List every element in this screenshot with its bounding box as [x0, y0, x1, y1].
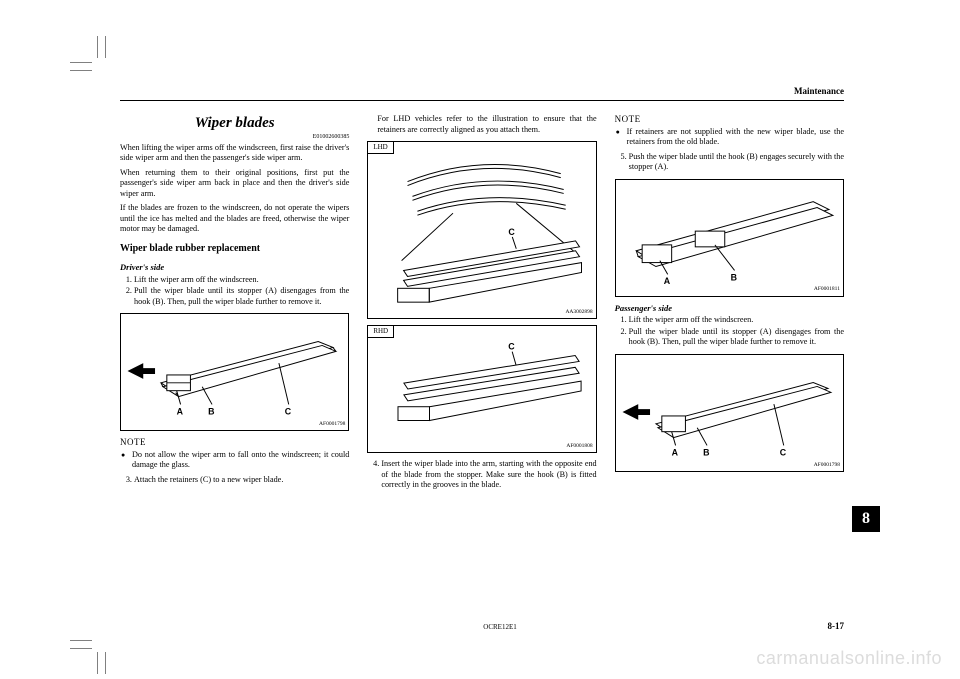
figure-lhd: LHD: [367, 141, 596, 319]
label-c: C: [285, 406, 292, 416]
driver-side-heading: Driver's side: [120, 262, 349, 273]
figure-id: AF0001811: [814, 286, 840, 293]
figure-label: LHD: [367, 141, 393, 154]
watermark: carmanualsonline.info: [756, 648, 942, 669]
text-columns: Wiper blades E01002600385 When lifting t…: [120, 114, 844, 602]
figure-rhd: RHD C AF0001808: [367, 325, 596, 453]
subheading: Wiper blade rubber replacement: [120, 243, 349, 256]
figure-passenger-remove: A B C AF0001798: [615, 354, 844, 472]
note-list: If retainers are not supplied with the n…: [615, 127, 844, 148]
label-c: C: [509, 342, 516, 352]
column-2: For LHD vehicles refer to the illustrati…: [367, 114, 596, 602]
crop-mark: [97, 652, 98, 674]
passenger-steps: Lift the wiper arm off the windscreen. P…: [615, 315, 844, 348]
crop-mark: [70, 640, 92, 641]
para: When lifting the wiper arms off the wind…: [120, 143, 349, 164]
head-rule: [120, 100, 844, 101]
label-a: A: [177, 406, 184, 416]
passenger-side-heading: Passenger's side: [615, 303, 844, 314]
crop-mark: [105, 652, 106, 674]
crop-mark: [70, 62, 92, 63]
page-body: Maintenance Wiper blades E01002600385 Wh…: [120, 86, 880, 631]
crop-mark: [70, 70, 92, 71]
note-item: If retainers are not supplied with the n…: [627, 127, 844, 148]
crop-mark: [97, 36, 98, 58]
list-item: Lift the wiper arm off the windscreen.: [629, 315, 844, 326]
para: If the blades are frozen to the windscre…: [120, 203, 349, 235]
figure-id: AF0001798: [319, 421, 345, 428]
column-1: Wiper blades E01002600385 When lifting t…: [120, 114, 349, 602]
crop-mark: [105, 36, 106, 58]
label-c: C: [509, 227, 516, 237]
doc-id: E01002600385: [120, 134, 349, 142]
driver-steps-2: Attach the retainers (C) to a new wiper …: [120, 475, 349, 486]
list-item: Insert the wiper blade into the arm, sta…: [381, 459, 596, 491]
list-item: Pull the wiper blade until its stopper (…: [134, 286, 349, 307]
label-b: B: [703, 447, 709, 457]
figure-id: AF0001808: [566, 443, 592, 450]
page-title: Wiper blades: [120, 114, 349, 133]
driver-steps-1: Lift the wiper arm off the windscreen. P…: [120, 275, 349, 308]
note-item: Do not allow the wiper arm to fall onto …: [132, 450, 349, 471]
figure-wiper-engage: A B AF0001811: [615, 179, 844, 297]
list-item: Pull the wiper blade until its stopper (…: [629, 327, 844, 348]
para: For LHD vehicles refer to the illustrati…: [367, 114, 596, 135]
list-item: Push the wiper blade until the hook (B) …: [629, 152, 844, 173]
figure-id: AA3002898: [565, 309, 592, 316]
label-b: B: [208, 406, 214, 416]
page-number: 8-17: [828, 621, 845, 631]
note-list: Do not allow the wiper arm to fall onto …: [120, 450, 349, 471]
figure-wiper-remove: A B C AF0001798: [120, 313, 349, 431]
label-a: A: [663, 276, 670, 286]
note-heading: NOTE: [615, 114, 844, 126]
list-item: Lift the wiper arm off the windscreen.: [134, 275, 349, 286]
crop-mark: [70, 648, 92, 649]
figure-label: RHD: [367, 325, 394, 338]
label-c: C: [779, 447, 786, 457]
label-b: B: [730, 272, 736, 282]
driver-steps-3: Insert the wiper blade into the arm, sta…: [367, 459, 596, 491]
section-tab: 8: [852, 506, 880, 532]
doc-code: OCRE12E1: [483, 623, 516, 631]
figure-id: AF0001798: [814, 462, 840, 469]
column-3: NOTE If retainers are not supplied with …: [615, 114, 844, 602]
label-a: A: [671, 447, 678, 457]
para: When returning them to their original po…: [120, 168, 349, 200]
driver-steps-4: Push the wiper blade until the hook (B) …: [615, 152, 844, 173]
note-heading: NOTE: [120, 437, 349, 449]
list-item: Attach the retainers (C) to a new wiper …: [134, 475, 349, 486]
running-head: Maintenance: [794, 86, 844, 96]
